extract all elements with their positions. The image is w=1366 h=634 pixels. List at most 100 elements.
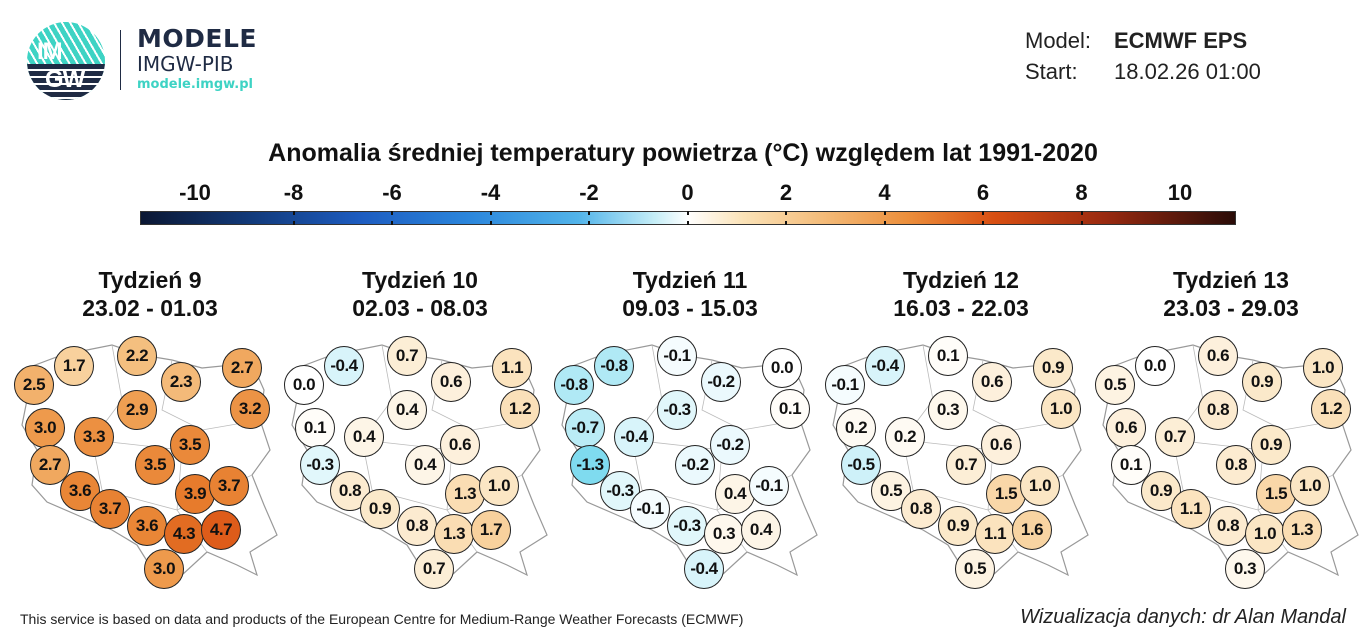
anomaly-value-circle: -0.3 (657, 390, 697, 430)
anomaly-value-circle: -0.7 (565, 408, 605, 448)
week-header: Tydzień 12 16.03 - 22.03 (831, 266, 1091, 322)
logo-mark-bottom: GW (45, 66, 85, 93)
anomaly-value-circle: 0.4 (741, 510, 781, 550)
anomaly-value-circle: 3.6 (60, 471, 100, 511)
anomaly-value-circle: -0.2 (701, 362, 741, 402)
week-title: Tydzień 13 (1173, 267, 1289, 293)
start-value: 18.02.26 01:00 (1114, 59, 1261, 84)
week-title: Tydzień 11 (632, 267, 748, 293)
anomaly-value-circle: 0.1 (295, 408, 335, 448)
anomaly-value-circle: 0.6 (972, 362, 1012, 402)
week-title: Tydzień 10 (362, 267, 478, 293)
colorbar-tick (982, 211, 984, 225)
anomaly-value-circle: 1.0 (1020, 466, 1060, 506)
anomaly-value-circle: -0.1 (657, 336, 697, 376)
week-dates: 02.03 - 08.03 (352, 295, 488, 321)
week-title: Tydzień 12 (903, 267, 1019, 293)
anomaly-value-circle: 0.5 (955, 549, 995, 589)
anomaly-value-circle: 3.6 (127, 506, 167, 546)
anomaly-value-circle: 0.1 (928, 336, 968, 376)
anomaly-value-circle: 0.9 (1033, 348, 1073, 388)
anomaly-value-circle: 0.2 (885, 417, 925, 457)
logo-mark-top: IM (37, 38, 63, 65)
region-border (361, 344, 393, 491)
model-value: ECMWF EPS (1114, 28, 1248, 53)
anomaly-value-circle: 0.6 (1198, 336, 1238, 376)
region-border (91, 344, 123, 491)
week-dates: 16.03 - 22.03 (893, 295, 1029, 321)
anomaly-value-circle: -0.4 (684, 549, 724, 589)
colorbar-tick (883, 211, 886, 225)
anomaly-value-circle: 3.0 (25, 408, 65, 448)
anomaly-value-circle: 0.4 (715, 474, 755, 514)
anomaly-value-circle: 4.3 (164, 514, 204, 554)
anomaly-value-circle: 4.7 (201, 510, 241, 550)
anomaly-value-circle: 1.0 (1290, 466, 1330, 506)
anomaly-value-circle: -0.8 (594, 346, 634, 386)
chart-title: Anomalia średniej temperatury powietrza … (268, 139, 1098, 167)
anomaly-value-circle: 0.6 (1106, 408, 1146, 448)
anomaly-value-circle: 3.7 (90, 489, 130, 529)
week-dates: 23.02 - 01.03 (82, 295, 218, 321)
colorbar-tick (391, 211, 393, 225)
colorbar-label: -2 (579, 180, 599, 205)
anomaly-value-circle: 1.2 (500, 389, 540, 429)
anomaly-value-circle: 1.5 (1256, 474, 1296, 514)
anomaly-value-circle: 0.0 (762, 348, 802, 388)
colorbar-label: -10 (179, 180, 211, 205)
anomaly-value-circle: -0.1 (749, 466, 789, 506)
imgw-logo: IM GW (27, 22, 105, 100)
anomaly-value-circle: -0.4 (614, 417, 654, 457)
anomaly-value-circle: 3.5 (135, 445, 175, 485)
brand-name: MODELE (137, 24, 257, 53)
region-border (1172, 344, 1204, 491)
anomaly-value-circle: -0.1 (630, 489, 670, 529)
brand-org: IMGW-PIB (137, 52, 234, 76)
anomaly-value-circle: 0.9 (360, 489, 400, 529)
anomaly-value-circle: 0.7 (414, 549, 454, 589)
anomaly-value-circle: 0.8 (1216, 445, 1256, 485)
anomaly-value-circle: 3.2 (230, 389, 270, 429)
model-label: Model: (1025, 28, 1092, 53)
anomaly-value-circle: 1.0 (479, 466, 519, 506)
colorbar-label: 2 (779, 180, 793, 205)
credit: Wizualizacja danych: dr Alan Mandal (1020, 606, 1346, 628)
anomaly-value-circle: 0.4 (387, 390, 427, 430)
anomaly-value-circle: 1.2 (1311, 389, 1351, 429)
anomaly-value-circle: 0.9 (1251, 425, 1291, 465)
anomaly-value-circle: -0.4 (324, 346, 364, 386)
colorbar-label: 4 (878, 180, 891, 205)
anomaly-value-circle: 0.9 (1141, 471, 1181, 511)
anomaly-value-circle: 1.3 (434, 514, 474, 554)
brand-url[interactable]: modele.imgw.pl (137, 77, 253, 92)
anomaly-value-circle: 0.3 (928, 390, 968, 430)
week-header: Tydzień 13 23.03 - 29.03 (1101, 266, 1361, 322)
week-title: Tydzień 9 (98, 267, 202, 293)
anomaly-value-circle: 0.6 (431, 362, 471, 402)
anomaly-value-circle: 3.9 (175, 474, 215, 514)
anomaly-value-circle: 1.6 (1012, 510, 1052, 550)
anomaly-value-circle: 0.8 (1198, 390, 1238, 430)
week-header: Tydzień 9 23.02 - 01.03 (20, 266, 280, 322)
anomaly-value-circle: 0.3 (704, 514, 744, 554)
anomaly-value-circle: 0.8 (901, 489, 941, 529)
anomaly-value-circle: -0.4 (865, 346, 905, 386)
anomaly-value-circle: 2.3 (161, 362, 201, 402)
colorbar-label: 8 (1075, 180, 1088, 205)
colorbar-label: 0 (681, 180, 694, 205)
anomaly-value-circle: 3.3 (74, 417, 114, 457)
anomaly-value-circle: 1.7 (471, 510, 511, 550)
anomaly-value-circle: 0.0 (1135, 346, 1175, 386)
anomaly-value-circle: 0.6 (440, 425, 480, 465)
anomaly-value-circle: 1.5 (986, 474, 1026, 514)
week-header: Tydzień 10 02.03 - 08.03 (290, 266, 550, 322)
anomaly-value-circle: 0.4 (405, 445, 445, 485)
week-dates: 23.03 - 29.03 (1163, 295, 1299, 321)
anomaly-value-circle: 0.5 (1095, 365, 1135, 405)
anomaly-value-circle: 1.1 (975, 514, 1015, 554)
anomaly-value-circle: -0.2 (710, 425, 750, 465)
colorbar-tick (588, 211, 590, 225)
anomaly-value-circle: 0.7 (1155, 417, 1195, 457)
colorbar-tick (1080, 211, 1083, 225)
week-dates: 09.03 - 15.03 (622, 295, 758, 321)
